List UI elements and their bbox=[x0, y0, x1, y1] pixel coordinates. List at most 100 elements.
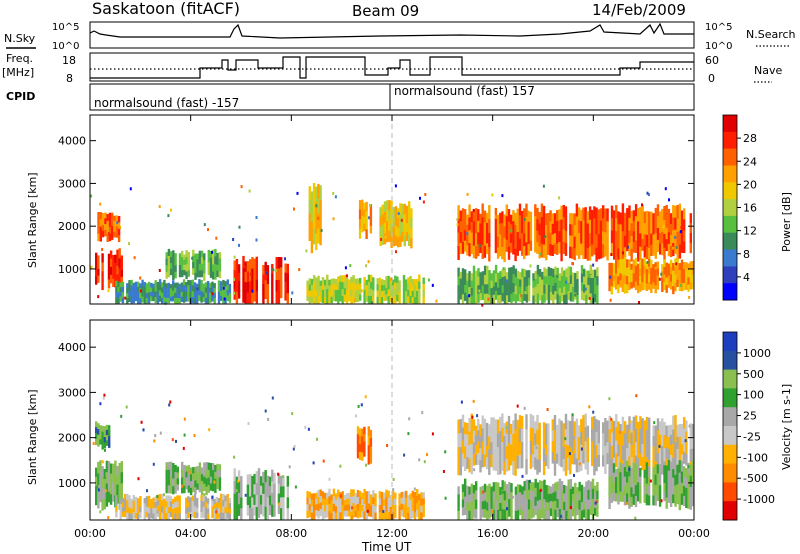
echo-cell bbox=[407, 283, 410, 291]
echo-cell bbox=[105, 494, 109, 507]
echo-cell bbox=[464, 219, 467, 231]
echo-cell bbox=[587, 270, 590, 279]
echo-cell bbox=[634, 257, 638, 267]
echo-cell bbox=[205, 478, 208, 487]
echo-cell bbox=[130, 509, 133, 515]
echo-cell bbox=[615, 469, 618, 478]
echo-speck bbox=[478, 244, 481, 248]
echo-cell bbox=[630, 263, 633, 271]
echo-cell bbox=[518, 454, 522, 469]
echo-cell bbox=[235, 497, 239, 509]
echo-cell bbox=[196, 298, 199, 304]
echo-cell bbox=[501, 456, 504, 472]
echo-cell bbox=[663, 206, 666, 221]
echo-cell bbox=[573, 453, 576, 465]
echo-cell bbox=[591, 209, 594, 222]
echo-cell bbox=[658, 464, 662, 476]
echo-cell bbox=[645, 210, 649, 224]
echo-cell bbox=[523, 233, 526, 247]
echo-speck bbox=[124, 296, 127, 300]
echo-cell bbox=[141, 279, 144, 286]
echo-cell bbox=[574, 491, 577, 502]
echo-speck bbox=[116, 221, 119, 225]
echo-cell bbox=[529, 211, 533, 222]
echo-cell bbox=[479, 233, 482, 244]
echo-cell bbox=[573, 421, 576, 433]
echo-cell bbox=[324, 499, 327, 506]
echo-cell bbox=[519, 286, 522, 295]
echo-cell bbox=[556, 232, 559, 244]
echo-cell bbox=[538, 499, 542, 510]
echo-cell bbox=[534, 445, 537, 458]
echo-cell bbox=[518, 215, 522, 228]
echo-cell bbox=[228, 513, 232, 520]
echo-cell bbox=[326, 498, 329, 506]
echo-cell bbox=[118, 248, 121, 259]
echo-cell bbox=[558, 478, 562, 490]
echo-cell bbox=[174, 472, 177, 480]
echo-speck bbox=[466, 232, 469, 236]
echo-cell bbox=[206, 508, 210, 515]
echo-cell bbox=[632, 231, 636, 243]
echo-cell bbox=[472, 430, 476, 443]
echo-cell bbox=[593, 445, 596, 461]
echo-cell bbox=[503, 500, 507, 511]
echo-cell bbox=[667, 208, 671, 221]
echo-cell bbox=[556, 424, 559, 435]
echo-cell bbox=[399, 235, 402, 247]
echo-cell bbox=[206, 503, 210, 510]
echo-cell bbox=[165, 265, 168, 273]
echo-cell bbox=[494, 264, 498, 274]
echo-cell bbox=[365, 201, 368, 212]
echo-cell bbox=[641, 418, 644, 432]
echo-cell bbox=[481, 231, 484, 246]
echo-cell bbox=[558, 209, 561, 221]
colorbar-segment bbox=[723, 332, 737, 352]
echo-cell bbox=[516, 220, 519, 233]
echo-cell bbox=[374, 493, 377, 501]
echo-cell bbox=[574, 510, 577, 520]
echo-speck bbox=[647, 193, 650, 197]
echo-speck bbox=[571, 413, 574, 417]
echo-cell bbox=[531, 441, 535, 455]
echo-cell bbox=[508, 276, 511, 285]
echo-cell bbox=[645, 494, 649, 506]
echo-cell bbox=[185, 264, 188, 272]
echo-cell bbox=[510, 501, 513, 511]
echo-cell bbox=[687, 497, 690, 509]
echo-cell bbox=[271, 273, 274, 284]
echo-speck bbox=[211, 292, 214, 296]
echo-cell bbox=[266, 486, 270, 498]
echo-cell bbox=[249, 507, 252, 520]
echo-cell bbox=[343, 500, 347, 506]
echo-speck bbox=[234, 287, 237, 291]
echo-cell bbox=[674, 241, 677, 254]
echo-speck bbox=[251, 289, 254, 293]
echo-cell bbox=[634, 281, 638, 291]
echo-cell bbox=[667, 491, 671, 503]
echo-cell bbox=[145, 506, 149, 513]
echo-cell bbox=[674, 474, 677, 486]
echo-cell bbox=[103, 426, 107, 432]
echo-cell bbox=[481, 271, 485, 279]
echo-cell bbox=[547, 212, 550, 224]
echo-cell bbox=[405, 511, 408, 520]
echo-cell bbox=[477, 232, 480, 245]
echo-speck bbox=[133, 256, 136, 260]
echo-cell bbox=[163, 279, 166, 287]
echo-cell bbox=[319, 489, 322, 497]
echo-cell bbox=[626, 471, 629, 483]
echo-cell bbox=[109, 274, 113, 284]
echo-cell bbox=[472, 293, 476, 304]
echo-speck bbox=[139, 289, 142, 293]
echo-cell bbox=[207, 262, 210, 269]
echo-cell bbox=[130, 498, 133, 505]
echo-cell bbox=[492, 500, 496, 511]
echo-cell bbox=[514, 459, 517, 476]
echo-cell bbox=[589, 498, 592, 507]
echo-speck bbox=[291, 412, 294, 416]
echo-speck bbox=[235, 489, 238, 493]
echo-cell bbox=[397, 237, 400, 248]
echo-cell bbox=[619, 445, 622, 456]
echo-cell bbox=[116, 465, 119, 476]
